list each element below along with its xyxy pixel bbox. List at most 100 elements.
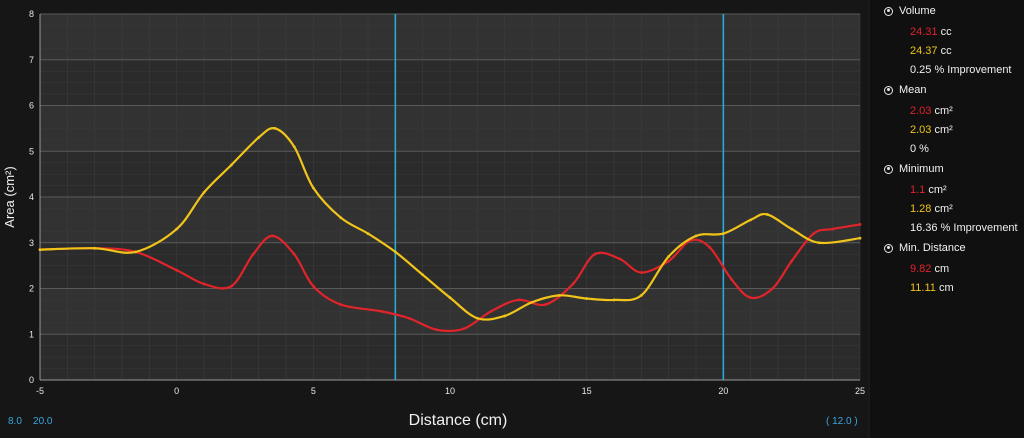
y-tick-label: 4 [29,192,34,202]
mean-title: Mean [899,84,927,96]
mean-red: 2.03 cm² [910,105,953,117]
y-tick-label: 5 [29,146,34,156]
min-distance-title: Min. Distance [899,242,966,254]
range-start: 8.0 [8,416,22,427]
y-tick-label: 6 [29,101,34,111]
volume-radio-icon[interactable] [884,6,893,16]
range-length: ( 12.0 ) [826,416,858,427]
minimum-red: 1.1 cm² [910,184,947,196]
series-point-1 [38,248,42,252]
x-axis-title: Distance (cm) [409,412,508,429]
min-distance-group-title[interactable]: Min. Distance [884,242,966,254]
series-point-1 [229,163,233,167]
series-point-0 [339,303,343,306]
series-point-0 [270,234,274,238]
series-point-1 [765,212,769,216]
series-point-1 [393,250,397,254]
series-point-1 [639,293,643,297]
x-tick-label: 0 [174,386,179,396]
chart-panel: 0 1 2 3 4 5 6 7 8 -5 0 5 10 15 20 25 Distance (cm) Area (… [2,9,866,429]
series-point-0 [462,327,466,331]
series-point-0 [202,282,206,286]
series-point-0 [667,259,671,263]
series-point-0 [593,252,597,256]
y-tick-label: 2 [29,284,34,294]
mean-note: 0 % [910,143,929,155]
series-point-1 [790,227,794,231]
series-point-1 [721,232,725,236]
volume-note: 0.25 % Improvement [910,64,1012,76]
series-point-0 [749,296,753,300]
series-point-0 [489,309,493,313]
y-axis-title: Area (cm²) [2,166,17,227]
x-tick-label: 10 [445,386,455,396]
mean-group-title[interactable]: Mean [884,84,927,96]
series-point-1 [448,296,452,300]
x-tick-label: 5 [311,386,316,396]
volume-group-title[interactable]: Volume [884,5,936,17]
y-tick-label: 8 [29,9,34,19]
series-point-1 [257,136,261,139]
series-point-1 [667,255,671,258]
series-point-1 [749,218,753,222]
series-point-0 [434,328,438,332]
series-point-1 [585,297,589,300]
min-distance-yellow: 11.11 cm [910,282,954,294]
series-point-1 [93,246,97,250]
volume-yellow: 24.37 cc [910,45,952,57]
x-tick-label: 20 [718,386,728,396]
series-point-1 [421,273,425,277]
range-end: 20.0 [33,416,53,427]
series-point-1 [858,236,862,240]
series-point-0 [831,227,835,231]
y-tick-label: 1 [29,329,34,339]
series-point-1 [612,298,616,302]
stats-panel: Volume 24.31 cc 24.37 cc 0.25 % Improvem… [870,0,1024,438]
series-point-1 [366,232,370,236]
minimum-radio-icon[interactable] [884,164,893,174]
series-line-1 [39,126,861,321]
volume-red: 24.31 cc [910,26,952,38]
mean-yellow: 2.03 cm² [910,124,953,136]
series-point-1 [557,293,561,297]
min-distance-red: 9.82 cm [910,263,950,275]
series-point-0 [407,316,411,320]
series-point-0 [516,298,520,302]
mean-radio-icon[interactable] [884,85,893,95]
series-point-1 [273,126,277,130]
series-point-0 [730,277,733,281]
series-point-1 [694,234,698,238]
minimum-note: 16.36 % Improvement [910,222,1018,234]
series-point-0 [544,303,548,306]
series-point-0 [771,287,774,290]
y-tick-label: 7 [29,55,34,65]
series-point-0 [229,284,233,288]
series-point-0 [708,245,712,249]
series-point-0 [311,284,315,288]
minimum-group-title[interactable]: Minimum [884,163,944,175]
series-point-1 [175,227,179,231]
min-distance-radio-icon[interactable] [884,243,893,253]
y-tick-label: 3 [29,238,34,248]
range-readout: 8.0 20.0 [8,416,53,427]
series-point-1 [503,314,507,318]
series-point-0 [292,252,296,256]
minimum-yellow: 1.28 cm² [910,203,953,215]
series-point-0 [790,259,794,263]
series-point-0 [639,271,643,274]
x-tick-label: 15 [582,386,592,396]
series-point-1 [817,241,821,245]
series-point-1 [475,316,479,320]
series-point-0 [251,252,255,256]
x-tick-label: 25 [855,386,865,396]
series-point-1 [311,186,315,190]
series-point-0 [858,223,862,226]
series-line-0 [39,223,861,333]
volume-title: Volume [899,5,936,17]
series-point-1 [292,145,296,149]
series-point-1 [339,216,343,219]
minimum-title: Minimum [899,163,944,175]
series-point-1 [202,191,206,194]
series-point-0 [812,232,815,236]
